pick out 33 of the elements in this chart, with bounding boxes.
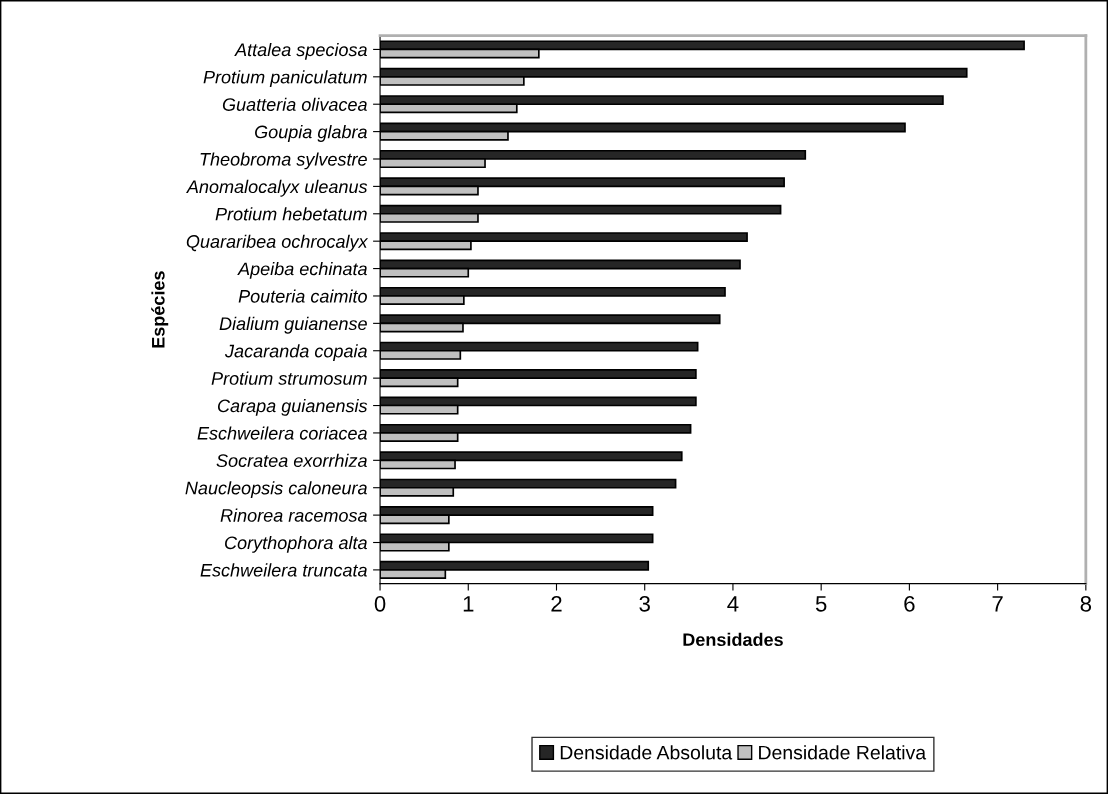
- x-tick-label: 3: [639, 595, 650, 612]
- y-tick-label: Eschweilera coriacea: [197, 426, 367, 440]
- x-axis-title: Densidades: [683, 632, 783, 647]
- y-tick-label: Dialium guianense: [219, 316, 367, 334]
- y-tick-label: Rinorea racemosa: [220, 508, 367, 522]
- x-tick-label: 8: [1080, 595, 1092, 612]
- y-tick-label: Guatteria olivacea: [222, 97, 367, 111]
- x-tick-label: 1: [463, 596, 474, 612]
- x-tick-label: 6: [904, 595, 915, 612]
- y-tick-label: Pouteria caimito: [238, 289, 367, 303]
- x-tick-label: 4: [727, 596, 739, 612]
- y-tick-label: Goupia glabra: [255, 125, 367, 142]
- y-tick-label: Naucleopsis caloneura: [185, 481, 367, 498]
- y-tick-label: Protium paniculatum: [203, 70, 367, 88]
- x-tick-label: 5: [815, 596, 827, 612]
- y-tick-label: Attalea speciosa: [234, 42, 367, 60]
- y-tick-label: Protium strumosum: [211, 371, 367, 385]
- x-tick-label: 7: [992, 596, 1003, 612]
- legend-label: Densidade Relativa: [759, 745, 927, 760]
- y-tick-label: Anomalocalyx uleanus: [186, 179, 368, 197]
- y-axis-title: Espécies: [151, 271, 169, 348]
- legend-label: Densidade Absoluta: [560, 745, 733, 760]
- y-tick-label: Carapa guianensis: [217, 398, 368, 416]
- x-tick-label: 2: [551, 595, 562, 612]
- y-tick-label: Jacaranda copaia: [224, 344, 367, 362]
- y-tick-label: Theobroma sylvestre: [200, 152, 367, 170]
- y-tick-label: Eschweilera truncata: [200, 563, 367, 577]
- y-tick-label: Apeiba echinata: [237, 262, 367, 279]
- y-tick-label: Quararibea ochrocalyx: [186, 234, 369, 252]
- y-tick-label: Protium hebetatum: [215, 207, 367, 221]
- x-tick-label: 0: [374, 595, 386, 612]
- y-tick-label: Socratea exorrhiza: [216, 453, 367, 468]
- y-tick-label: Corythophora alta: [225, 535, 367, 553]
